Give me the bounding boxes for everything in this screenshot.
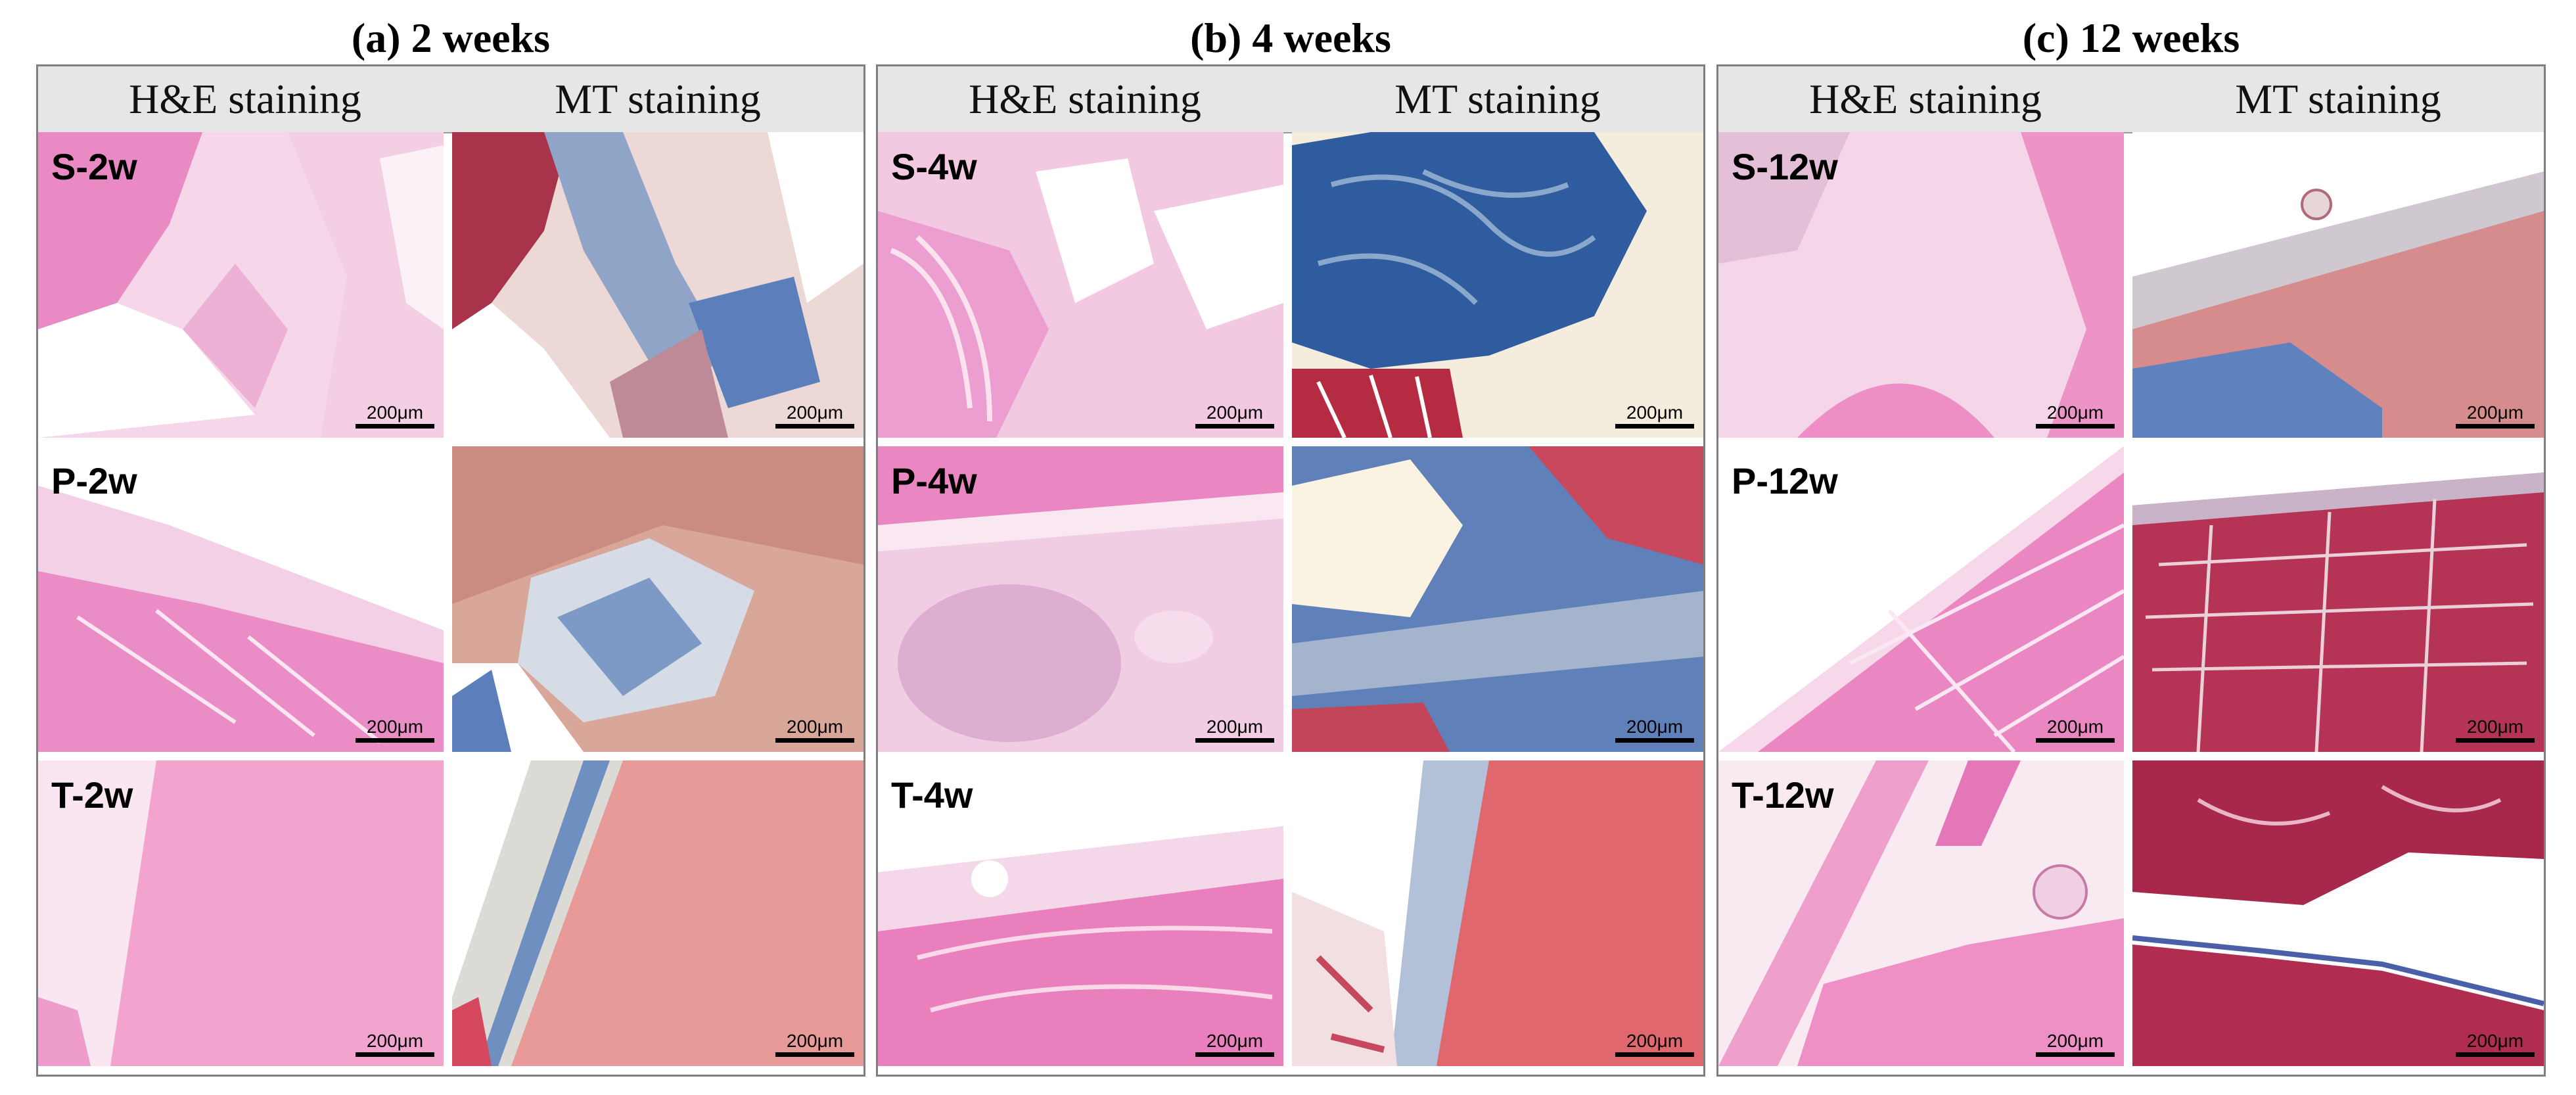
column-header: H&E staining MT staining xyxy=(878,66,1703,133)
panel-4-weeks: H&E staining MT staining S-4w 200μm 200μ… xyxy=(876,64,1705,1077)
he-micrograph: P-4w 200μm xyxy=(878,446,1283,752)
column-label-mt: MT staining xyxy=(2235,76,2441,122)
scale-bar: 200μm xyxy=(2036,403,2115,429)
column-header: H&E staining MT staining xyxy=(1718,66,2544,133)
scale-bar: 200μm xyxy=(775,403,854,429)
row-label: T-2w xyxy=(51,774,133,816)
he-micrograph: S-12w 200μm xyxy=(1718,132,2124,438)
mt-micrograph: 200μm xyxy=(1292,760,1703,1066)
row-label: S-12w xyxy=(1732,146,1838,187)
scale-bar: 200μm xyxy=(1615,1031,1694,1057)
scale-bar: 200μm xyxy=(356,403,434,429)
panel-title-2-weeks: (a) 2 weeks xyxy=(351,14,551,61)
mt-micrograph: 200μm xyxy=(2132,446,2544,752)
scale-bar: 200μm xyxy=(2036,717,2115,743)
column-label-he: H&E staining xyxy=(969,76,1201,122)
he-micrograph: P-2w 200μm xyxy=(38,446,444,752)
mt-micrograph: 200μm xyxy=(1292,446,1703,752)
scale-bar: 200μm xyxy=(1615,717,1694,743)
scale-bar: 200μm xyxy=(1195,403,1274,429)
row-label: P-12w xyxy=(1732,460,1838,501)
row-label: P-4w xyxy=(891,460,977,501)
he-micrograph: P-12w 200μm xyxy=(1718,446,2124,752)
scale-bar: 200μm xyxy=(775,717,854,743)
scale-bar: 200μm xyxy=(356,1031,434,1057)
he-micrograph: T-4w 200μm xyxy=(878,760,1283,1066)
panel-title-12-weeks: (c) 12 weeks xyxy=(2022,14,2240,61)
row-label: T-12w xyxy=(1732,774,1834,816)
column-header: H&E staining MT staining xyxy=(38,66,863,133)
he-micrograph: S-4w 200μm xyxy=(878,132,1283,438)
column-label-mt: MT staining xyxy=(555,76,761,122)
he-micrograph: T-12w 200μm xyxy=(1718,760,2124,1066)
mt-micrograph: 200μm xyxy=(1292,132,1703,438)
scale-bar: 200μm xyxy=(775,1031,854,1057)
row-label: T-4w xyxy=(891,774,973,816)
he-micrograph: T-2w 200μm xyxy=(38,760,444,1066)
scale-bar: 200μm xyxy=(2456,1031,2535,1057)
scale-bar: 200μm xyxy=(1195,1031,1274,1057)
column-label-mt: MT staining xyxy=(1394,76,1601,122)
scale-bar: 200μm xyxy=(1615,403,1694,429)
panel-title-4-weeks: (b) 4 weeks xyxy=(1190,14,1391,61)
mt-micrograph: 200μm xyxy=(2132,132,2544,438)
scale-bar: 200μm xyxy=(2456,403,2535,429)
he-micrograph: S-2w 200μm xyxy=(38,132,444,438)
scale-bar: 200μm xyxy=(2456,717,2535,743)
panel-2-weeks: H&E staining MT staining S-2w 200μm 200μ… xyxy=(36,64,865,1077)
scale-bar: 200μm xyxy=(2036,1031,2115,1057)
column-label-he: H&E staining xyxy=(129,76,361,122)
row-label: S-4w xyxy=(891,146,977,187)
row-label: P-2w xyxy=(51,460,137,501)
mt-micrograph: 200μm xyxy=(452,446,863,752)
mt-micrograph: 200μm xyxy=(452,132,863,438)
mt-micrograph: 200μm xyxy=(2132,760,2544,1066)
column-label-he: H&E staining xyxy=(1809,76,2042,122)
scale-bar: 200μm xyxy=(356,717,434,743)
row-label: S-2w xyxy=(51,146,137,187)
scale-bar: 200μm xyxy=(1195,717,1274,743)
mt-micrograph: 200μm xyxy=(452,760,863,1066)
panel-12-weeks: H&E staining MT staining S-12w 200μm 200… xyxy=(1716,64,2546,1077)
